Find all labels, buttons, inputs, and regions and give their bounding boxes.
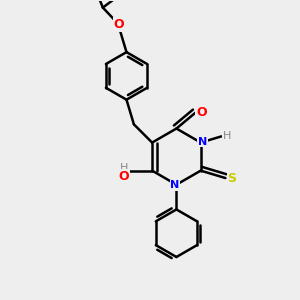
Text: O: O [196, 106, 207, 119]
Text: S: S [227, 172, 236, 184]
Text: H: H [120, 163, 128, 173]
Text: H: H [223, 131, 231, 141]
Text: O: O [119, 170, 129, 183]
Text: N: N [170, 180, 179, 190]
Text: N: N [198, 137, 207, 147]
Text: O: O [113, 18, 124, 31]
